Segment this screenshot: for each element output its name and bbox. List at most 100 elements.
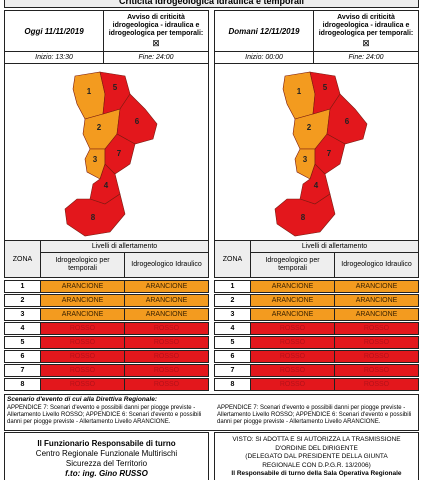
map-zone [274,193,336,237]
alert-level: ARANCIONE [124,280,209,293]
alert-level: ARANCIONE [40,280,125,293]
alert-level: ROSSO [334,364,419,377]
column-header: Idrogeologico per temporali [250,252,335,278]
alert-level: ROSSO [334,350,419,363]
alert-level: ROSSO [334,322,419,335]
alert-level: ARANCIONE [334,294,419,307]
map-zone-label: 8 [91,213,96,222]
alert-level: ARANCIONE [124,294,209,307]
approval-line: REGIONALE CON D.P.G.R. 13/2006) [262,461,371,469]
map-zone-label: 5 [323,83,328,92]
zone-header: ZONA [214,240,251,278]
map-zone [64,193,126,237]
map-zone-label: 7 [117,149,122,158]
alert-level: ROSSO [124,322,209,335]
scenario: Scenario d'evento di cui alla Direttiva … [4,394,419,431]
zone-number: 7 [214,364,251,377]
notice-checkbox: ⊠ [362,37,370,48]
zone-number: 1 [4,280,41,293]
alert-level: ROSSO [40,322,125,335]
map-zone-label: 1 [297,87,302,96]
notice: Avviso di criticità idrogeologica - idra… [108,13,204,37]
zone-number: 2 [214,294,251,307]
scenario-text: APPENDICE 7: Scenari d'evento e possibil… [7,405,202,425]
map-zone-label: 6 [135,117,140,126]
alert-level: ARANCIONE [250,294,335,307]
notice-cell: Avviso di criticità idrogeologica - idra… [313,10,419,52]
alert-level: ROSSO [334,336,419,349]
map-zone-label: 2 [307,123,312,132]
alert-level: ROSSO [124,336,209,349]
map-zone-label: 6 [345,117,350,126]
map-zone-label: 4 [104,181,109,190]
alert-level: ARANCIONE [250,280,335,293]
map: 1 2 3 4 5 6 7 8 [64,71,158,237]
map-zone-label: 2 [97,123,102,132]
zone-number: 2 [4,294,41,307]
approval-line: Il Responsabile di turno della Sala Oper… [231,470,402,477]
zone-number: 8 [214,378,251,391]
zone-number: 6 [4,350,41,363]
alert-level: ROSSO [250,350,335,363]
map-zone-label: 4 [314,181,319,190]
notice-cell: Avviso di criticità idrogeologica - idra… [103,10,209,52]
doc-title: Criticità idrogeologica idraulica e temp… [4,0,419,8]
scenario-text: APPENDICE 7: Scenari d'evento e possibil… [217,405,412,425]
map-zone-label: 3 [303,155,308,164]
alert-level: ROSSO [334,378,419,391]
map-frame: 1 2 3 4 5 6 7 8 [4,63,209,241]
zone-number: 4 [4,322,41,335]
footer-right: VISTO: SI ADOTTA E SI AUTORIZZA LA TRASM… [214,432,419,480]
approval-line: (DELEGATO DAL PRESIDENTE DELLA GIUNTA [245,453,388,460]
panel: Domani 12/11/2019 Avviso di criticità idr… [214,10,419,393]
alert-level: ROSSO [250,336,335,349]
map-zone [104,133,136,175]
zone-number: 3 [214,308,251,321]
map: 1 2 3 4 5 6 7 8 [274,71,368,237]
notice-checkbox: ⊠ [152,37,160,48]
map-zone-label: 7 [327,149,332,158]
approval-line: VISTO: SI ADOTTA E SI AUTORIZZA LA TRASM… [232,436,401,443]
zone-number: 7 [4,364,41,377]
map-zone-label: 8 [301,213,306,222]
zone-number: 4 [214,322,251,335]
map-zone [314,133,346,175]
zone-number: 8 [4,378,41,391]
alert-level: ROSSO [40,364,125,377]
column-header: Idrogeologico per temporali [40,252,125,278]
scenario-title: Scenario d'evento di cui alla Direttiva … [7,396,158,403]
alert-level: ARANCIONE [250,308,335,321]
day: Oggi 11/11/2019 [4,10,104,52]
alert-level: ROSSO [250,364,335,377]
signature-line: f.to: ing. Gino RUSSO [65,469,148,478]
map-frame: 1 2 3 4 5 6 7 8 [214,63,419,241]
alert-level: ARANCIONE [334,308,419,321]
map-zone-label: 3 [93,155,98,164]
alert-level: ROSSO [250,378,335,391]
panel: Oggi 11/11/2019 Avviso di criticità idrog… [4,10,209,393]
alert-level: ARANCIONE [40,308,125,321]
day: Domani 12/11/2019 [214,10,314,52]
alert-level: ROSSO [250,322,335,335]
zone-number: 5 [4,336,41,349]
alert-level: ROSSO [40,350,125,363]
alert-level: ROSSO [40,378,125,391]
alert-level: ROSSO [124,350,209,363]
alert-level: ARANCIONE [334,280,419,293]
map-zone-label: 5 [113,83,118,92]
zone-number: 3 [4,308,41,321]
signature-line: Centro Regionale Funzionale Multirischi [35,449,178,458]
alert-level: ROSSO [124,364,209,377]
zone-number: 5 [214,336,251,349]
signature-line: Sicurezza del Territorio [65,459,148,468]
alert-level: ROSSO [124,378,209,391]
approval-line: D'ORDINE DEL DIRIGENTE [275,444,358,452]
zone-number: 6 [214,350,251,363]
column-header: Idrogeologico Idraulico [334,252,419,278]
alert-level: ARANCIONE [40,294,125,307]
alert-level: ARANCIONE [124,308,209,321]
zone-header: ZONA [4,240,41,278]
map-zone-label: 1 [87,87,92,96]
notice: Avviso di criticità idrogeologica - idra… [318,13,414,37]
